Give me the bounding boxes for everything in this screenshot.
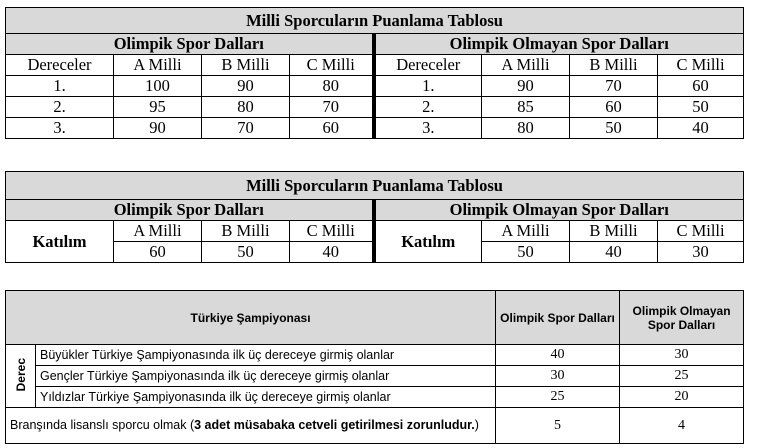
- table-row: Yıldızlar Türkiye Şampiyonasında ilk üç …: [6, 386, 745, 408]
- table-row: 60 50 40 50 40 30: [6, 241, 745, 263]
- score-cell: 90: [201, 75, 290, 97]
- score-cell: 40: [289, 241, 374, 263]
- row-label: Katılım: [371, 220, 482, 263]
- score-cell: 100: [113, 75, 202, 97]
- column-header: C Milli: [656, 220, 745, 242]
- score-cell: 25: [619, 365, 745, 387]
- row-label: Gençler Türkiye Şampiyonasında ilk üç de…: [34, 365, 497, 387]
- column-header: C Milli: [656, 54, 745, 76]
- scoring-table-ranks: Milli Sporcuların Puanlama Tablosu Olimp…: [4, 7, 745, 139]
- table-row: 2. 95 80 70 2. 85 60 50: [5, 96, 745, 118]
- score-cell: 40: [569, 241, 658, 263]
- olimpik-olmayan-header: Olimpik Olmayan Spor Dalları: [371, 33, 745, 55]
- rank-cell: 1.: [371, 75, 482, 97]
- rank-cell: 3.: [371, 117, 482, 139]
- side-label: Derec: [5, 344, 36, 408]
- table-row: 1. 100 90 80 1. 90 70 60: [5, 75, 745, 97]
- score-cell: 25: [495, 386, 621, 408]
- row-label: Büyükler Türkiye Şampiyonasında ilk üç d…: [34, 344, 497, 366]
- score-cell: 5: [495, 407, 621, 444]
- row-label: Katılım: [5, 220, 114, 263]
- rank-cell: 1.: [5, 75, 114, 97]
- score-cell: 95: [113, 96, 202, 118]
- row-label: Yıldızlar Türkiye Şampiyonasında ilk üç …: [34, 386, 497, 408]
- column-header: A Milli: [113, 54, 202, 76]
- column-header: Dereceler: [371, 54, 482, 76]
- column-header: C Milli: [289, 54, 374, 76]
- rank-cell: 2.: [371, 96, 482, 118]
- column-header: B Milli: [569, 220, 658, 242]
- score-cell: 50: [569, 117, 658, 139]
- column-header: A Milli: [481, 54, 570, 76]
- column-header: A Milli: [481, 220, 570, 242]
- score-cell: 70: [201, 117, 290, 139]
- column-header: Dereceler: [5, 54, 114, 76]
- score-cell: 80: [481, 117, 570, 139]
- score-cell: 50: [656, 96, 745, 118]
- olimpik-olmayan-header: Olimpik Olmayan Spor Dalları: [371, 199, 745, 221]
- score-cell: 80: [289, 75, 374, 97]
- olimpik-header: Olimpik Spor Dalları: [495, 290, 621, 345]
- score-cell: 60: [289, 117, 374, 139]
- score-cell: 90: [481, 75, 570, 97]
- score-cell: 20: [619, 386, 745, 408]
- table-row: Branşında lisanslı sporcu olmak (3 adet …: [4, 407, 745, 444]
- turkiye-championship-table: Türkiye Şampiyonası Olimpik Spor Dalları…: [4, 290, 745, 444]
- table-row: Derec Büyükler Türkiye Şampiyonasında il…: [5, 344, 745, 408]
- column-header: B Milli: [201, 220, 290, 242]
- score-cell: 4: [619, 407, 745, 444]
- table-row: Gençler Türkiye Şampiyonasında ilk üç de…: [6, 365, 745, 387]
- score-cell: 85: [481, 96, 570, 118]
- score-cell: 40: [495, 344, 621, 366]
- scoring-table-participation: Milli Sporcuların Puanlama Tablosu Olimp…: [4, 171, 745, 263]
- olimpik-header: Olimpik Spor Dalları: [5, 33, 374, 55]
- column-header: C Milli: [289, 220, 374, 242]
- column-header: B Milli: [201, 54, 290, 76]
- score-cell: 30: [619, 344, 745, 366]
- score-cell: 30: [656, 241, 745, 263]
- score-cell: 60: [656, 75, 745, 97]
- column-header: B Milli: [569, 54, 658, 76]
- table-row: 3. 90 70 60 3. 80 50 40: [5, 117, 745, 139]
- table-title: Milli Sporcuların Puanlama Tablosu: [4, 7, 745, 34]
- row-label: Branşında lisanslı sporcu olmak (3 adet …: [4, 407, 497, 444]
- table-title: Milli Sporcuların Puanlama Tablosu: [4, 171, 745, 200]
- score-cell: 70: [569, 75, 658, 97]
- rank-cell: 2.: [5, 96, 114, 118]
- score-cell: 60: [113, 241, 202, 263]
- olimpik-olmayan-header: Olimpik Olmayan Spor Dalları: [619, 290, 745, 345]
- score-cell: 70: [289, 96, 374, 118]
- score-cell: 90: [113, 117, 202, 139]
- score-cell: 60: [569, 96, 658, 118]
- championship-header: Türkiye Şampiyonası: [4, 290, 497, 345]
- rank-cell: 3.: [5, 117, 114, 139]
- olimpik-header: Olimpik Spor Dalları: [5, 199, 374, 221]
- score-cell: 80: [201, 96, 290, 118]
- score-cell: 30: [495, 365, 621, 387]
- score-cell: 50: [201, 241, 290, 263]
- score-cell: 40: [656, 117, 745, 139]
- column-header: A Milli: [113, 220, 202, 242]
- score-cell: 50: [481, 241, 570, 263]
